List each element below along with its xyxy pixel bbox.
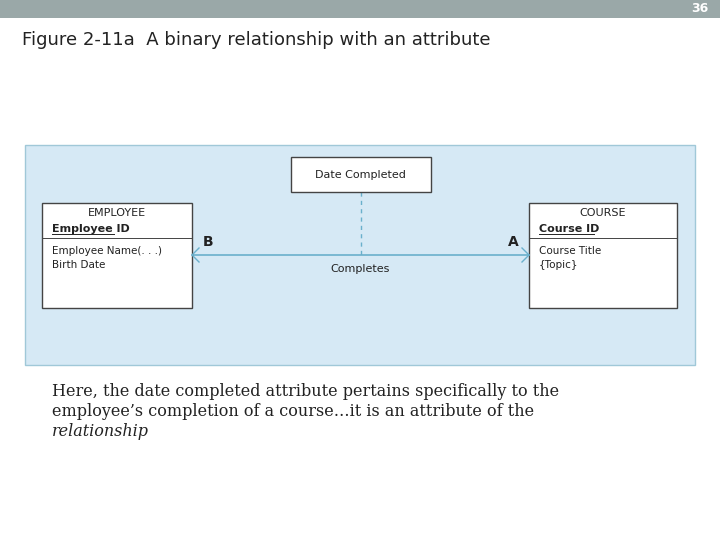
Text: Birth Date: Birth Date (52, 260, 105, 271)
Bar (25, 145, 695, 365)
Text: COURSE: COURSE (580, 207, 626, 218)
Text: Figure 2-11a  A binary relationship with an attribute: Figure 2-11a A binary relationship with … (22, 31, 490, 49)
Bar (529, 202, 677, 307)
Text: B: B (203, 235, 213, 249)
Text: 36: 36 (690, 3, 708, 16)
Bar (0, 0, 720, 18)
Text: Course Title: Course Title (539, 246, 601, 256)
Text: Completes: Completes (330, 264, 390, 274)
Text: {Topic}: {Topic} (539, 260, 578, 271)
Text: Here, the date completed attribute pertains specifically to the: Here, the date completed attribute perta… (52, 383, 559, 401)
Text: employee’s completion of a course…it is an attribute of the: employee’s completion of a course…it is … (52, 403, 534, 421)
Text: Date Completed: Date Completed (315, 170, 406, 179)
Bar (42, 202, 192, 307)
Bar (290, 157, 431, 192)
Text: Course ID: Course ID (539, 224, 599, 233)
Text: EMPLOYEE: EMPLOYEE (88, 207, 146, 218)
Text: relationship: relationship (52, 423, 149, 441)
Text: Employee Name(. . .): Employee Name(. . .) (52, 246, 162, 256)
Text: Employee ID: Employee ID (52, 224, 130, 233)
Text: A: A (508, 235, 518, 249)
